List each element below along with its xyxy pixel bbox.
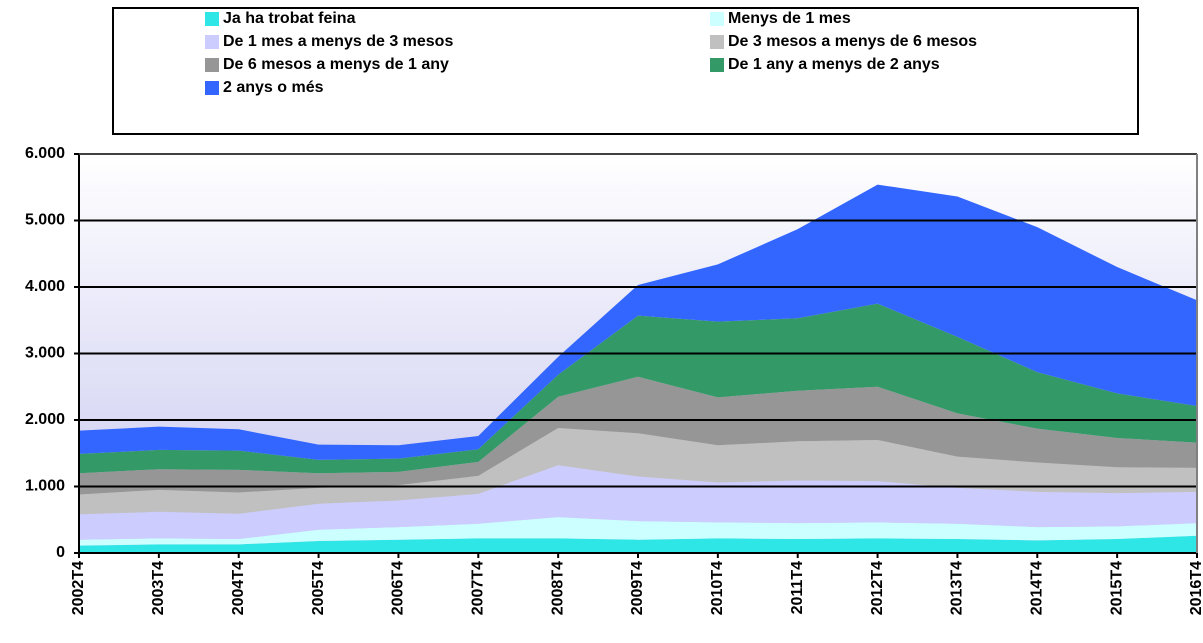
legend-swatch [205,58,219,72]
x-tick-label: 2007T4 [470,561,487,615]
legend-label: De 6 mesos a menys de 1 any [223,56,449,73]
area [79,535,1197,553]
x-tick-label: 2002T4 [70,561,87,615]
legend-swatch [710,35,724,49]
legend-box [112,7,1139,135]
legend-swatch [710,58,724,72]
x-tick-label: 2015T4 [1108,561,1125,615]
area [79,184,1197,460]
legend-label: 2 anys o més [223,79,324,96]
x-tick-label: 2011T4 [789,561,806,614]
area [79,303,1197,474]
x-tick-label: 2006T4 [390,561,407,615]
y-tick-label: 4.000 [25,278,65,295]
x-tick-label: 2008T4 [549,561,566,615]
x-tick-label: 2004T4 [230,561,247,615]
legend-swatch [205,35,219,49]
x-tick-label: 2010T4 [709,561,726,615]
y-tick-label: 3.000 [25,345,65,362]
area [79,517,1197,546]
legend-label: De 1 any a menys de 2 anys [728,56,940,73]
x-tick-label: 2013T4 [949,561,966,615]
y-tick-label: 1.000 [25,478,65,495]
legend-swatch [710,12,724,26]
legend-label: De 1 mes a menys de 3 mesos [223,33,453,50]
legend-swatch [205,12,219,26]
y-tick-label: 2.000 [25,411,65,428]
legend-swatch [205,81,219,95]
x-tick-label: 2009T4 [629,561,646,615]
x-tick-label: 2012T4 [869,561,886,615]
area [79,376,1197,495]
x-tick-label: 2014T4 [1029,561,1046,615]
y-tick-label: 5.000 [25,212,65,229]
legend-label: Ja ha trobat feina [223,10,356,27]
y-tick-label: 6.000 [25,145,65,162]
x-tick-label: 2005T4 [310,561,327,615]
x-tick-label: 2003T4 [150,561,167,615]
x-tick-label: 2016T4 [1188,561,1203,615]
legend-label: Menys de 1 mes [728,10,851,27]
area [79,427,1197,515]
area [79,465,1197,540]
legend-label: De 3 mesos a menys de 6 mesos [728,33,977,50]
y-tick-label: 0 [56,544,65,561]
